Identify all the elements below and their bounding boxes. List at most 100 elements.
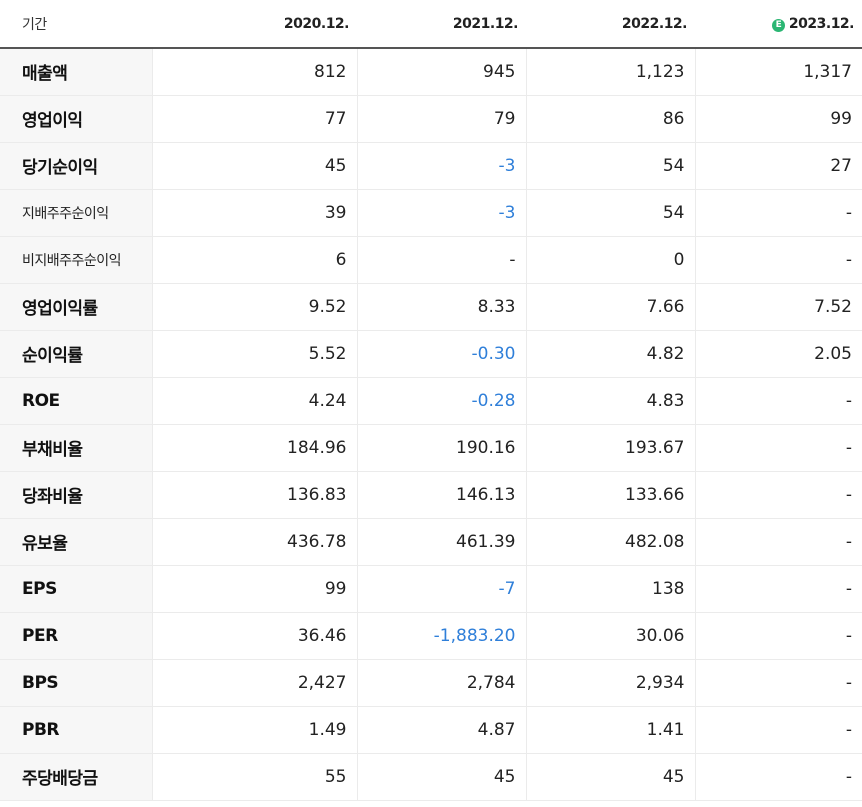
value-cell: 77	[151, 95, 357, 143]
value-cell: -	[694, 752, 862, 801]
value-cell: 1.49	[151, 706, 357, 754]
table-row: 유보율 436.78 461.39 482.08-	[0, 518, 862, 566]
value-cell: -	[694, 189, 862, 237]
value-cell: 461.39	[356, 518, 526, 566]
value-cell: 99	[151, 564, 357, 613]
table-row: 순이익률 5.52 -0.30 4.82 2.05	[0, 330, 862, 378]
value-cell: 1,123	[525, 48, 695, 96]
row-label: 영업이익률	[0, 282, 152, 331]
value-cell: -	[694, 564, 862, 613]
table-row: PBR 1.49 4.87 1.41-	[0, 706, 862, 754]
table-row: 당기순이익 45 -3 54 27	[0, 142, 862, 190]
row-label: 부채비율	[0, 423, 152, 472]
table-row: BPS 2,427 2,784 2,934-	[0, 659, 862, 707]
row-label: 당좌비율	[0, 471, 152, 519]
table-row: 영업이익률 9.52 8.33 7.66 7.52	[0, 282, 862, 331]
table-row: PER 36.46 -1,883.20 30.06-	[0, 612, 862, 660]
value-cell: -3	[356, 142, 526, 190]
row-label: PER	[0, 612, 152, 660]
table-row: ROE 4.24 -0.28 4.83-	[0, 377, 862, 425]
value-cell: 0	[525, 236, 695, 284]
value-cell: 1.41	[525, 706, 695, 754]
value-cell: 4.83	[525, 377, 695, 425]
table-row: 비지배주주순이익 6-0-	[0, 236, 862, 284]
header-row: 기간 2020.12. 2021.12. 2022.12. E 2023.12.	[0, 0, 862, 49]
value-cell: 54	[525, 142, 695, 190]
value-cell: 146.13	[356, 471, 526, 519]
value-cell: -0.30	[356, 330, 526, 378]
year-header-2022: 2022.12.	[526, 0, 695, 49]
value-cell: 45	[525, 752, 695, 801]
value-cell: 136.83	[151, 471, 357, 519]
value-cell: -	[694, 518, 862, 566]
table-row: 당좌비율 136.83 146.13 133.66-	[0, 471, 862, 519]
value-cell: 7.66	[525, 282, 695, 331]
period-header: 기간	[0, 0, 152, 49]
value-cell: -	[694, 471, 862, 519]
value-cell: 45	[356, 752, 526, 801]
value-cell: 2,934	[525, 659, 695, 707]
value-cell: 436.78	[151, 518, 357, 566]
table-row: EPS 99 -7 138-	[0, 564, 862, 613]
value-cell: 45	[151, 142, 357, 190]
value-cell: 4.82	[525, 330, 695, 378]
row-label: 매출액	[0, 48, 152, 96]
value-cell: -0.28	[356, 377, 526, 425]
value-cell: -7	[356, 564, 526, 613]
table-row: 부채비율 184.96 190.16 193.67-	[0, 423, 862, 472]
row-label: PBR	[0, 706, 152, 754]
value-cell: 4.24	[151, 377, 357, 425]
value-cell: 54	[525, 189, 695, 237]
value-cell: 945	[356, 48, 526, 96]
year-header-2021: 2021.12.	[357, 0, 526, 49]
row-label: EPS	[0, 564, 152, 613]
table-row: 매출액 812 945 1,123 1,317	[0, 48, 862, 96]
year-2023-label: 2023.12.	[788, 15, 855, 32]
value-cell: 1,317	[694, 48, 862, 96]
value-cell: -	[694, 236, 862, 284]
value-cell: 99	[694, 95, 862, 143]
value-cell: 27	[694, 142, 862, 190]
estimate-icon: E	[771, 18, 785, 32]
value-cell: 39	[151, 189, 357, 237]
value-cell: 30.06	[525, 612, 695, 660]
table-row: 지배주주순이익 39 -3 54-	[0, 189, 862, 237]
value-cell: 6	[151, 236, 357, 284]
row-label: 주당배당금	[0, 752, 152, 801]
row-label: 지배주주순이익	[0, 189, 152, 237]
row-label: 영업이익	[0, 95, 152, 143]
value-cell: 79	[356, 95, 526, 143]
value-cell: 193.67	[525, 423, 695, 472]
value-cell: -	[694, 706, 862, 754]
value-cell: 2.05	[694, 330, 862, 378]
year-header-2020: 2020.12.	[152, 0, 357, 49]
table-row: 영업이익 77 79 86 99	[0, 95, 862, 143]
value-cell: 482.08	[525, 518, 695, 566]
value-cell: -3	[356, 189, 526, 237]
value-cell: 812	[151, 48, 357, 96]
row-label: ROE	[0, 377, 152, 425]
row-label: 비지배주주순이익	[0, 236, 152, 284]
value-cell: 190.16	[356, 423, 526, 472]
value-cell: 7.52	[694, 282, 862, 331]
value-cell: -	[694, 612, 862, 660]
row-label: BPS	[0, 659, 152, 707]
row-label: 유보율	[0, 518, 152, 566]
row-label: 당기순이익	[0, 142, 152, 190]
value-cell: 36.46	[151, 612, 357, 660]
value-cell: 138	[525, 564, 695, 613]
value-cell: 5.52	[151, 330, 357, 378]
value-cell: 184.96	[151, 423, 357, 472]
value-cell: 2,427	[151, 659, 357, 707]
value-cell: -	[694, 377, 862, 425]
value-cell: 9.52	[151, 282, 357, 331]
year-header-2023-estimate: E 2023.12.	[695, 0, 862, 49]
table-row: 주당배당금 55 45 45-	[0, 752, 862, 801]
value-cell: -1,883.20	[356, 612, 526, 660]
value-cell: 8.33	[356, 282, 526, 331]
row-label: 순이익률	[0, 330, 152, 378]
value-cell: 86	[525, 95, 695, 143]
value-cell: -	[694, 423, 862, 472]
value-cell: -	[356, 236, 526, 284]
